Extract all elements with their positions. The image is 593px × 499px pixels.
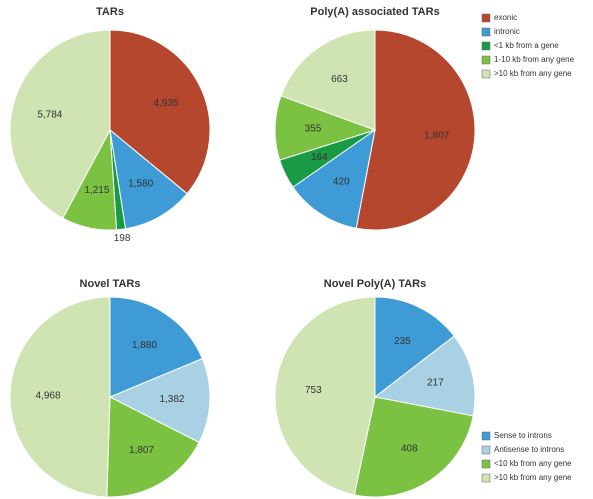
value-label: 1,807	[129, 445, 154, 456]
pie-slice	[274, 296, 376, 496]
value-label: 164	[311, 152, 328, 163]
chart-title: Poly(A) associated TARs	[310, 6, 439, 18]
legend-swatch	[481, 41, 491, 51]
value-label: 663	[331, 74, 348, 85]
legend-label: <10 kb from any gene	[494, 459, 572, 468]
chart-title: TARs	[96, 6, 124, 18]
value-label: 1,382	[159, 394, 184, 405]
legend-label: exonic	[494, 13, 517, 22]
value-label: 1,215	[84, 185, 109, 196]
value-label: 408	[401, 443, 418, 454]
value-label: 198	[114, 233, 131, 244]
pie-slice	[106, 396, 200, 498]
value-label: 1,807	[424, 130, 449, 141]
pie-slice	[280, 29, 376, 131]
legend-swatch	[481, 431, 491, 441]
chart-title: Novel TARs	[80, 278, 141, 290]
value-label: 4,968	[35, 391, 60, 402]
legend-swatch	[481, 69, 491, 79]
legend-label: intronic	[494, 27, 520, 36]
legend-label: >10 kb from any gene	[494, 473, 572, 482]
legend-swatch	[481, 13, 491, 23]
pie-slice	[355, 29, 476, 231]
pie-slice	[353, 396, 474, 498]
pie-slice	[374, 296, 455, 399]
value-label: 217	[427, 377, 444, 388]
legend-label: >10 kb from any gene	[494, 69, 572, 78]
legend-swatch	[481, 445, 491, 455]
value-label: 5,784	[37, 110, 62, 121]
pie-slice	[9, 296, 111, 498]
pie-slice	[292, 128, 376, 229]
pie-slice	[108, 357, 211, 444]
value-label: 753	[305, 385, 322, 396]
pie-slice	[373, 335, 476, 417]
value-label: 1,580	[128, 178, 153, 189]
pie-slice	[109, 128, 188, 230]
legend-swatch	[481, 459, 491, 469]
legend-label: Antisense to introns	[494, 445, 564, 454]
legend-label: <1 kb from a gene	[494, 41, 559, 50]
pie-slice	[109, 29, 211, 195]
legend-swatch	[481, 27, 491, 37]
value-label: 355	[305, 123, 322, 134]
pie-slice	[9, 29, 111, 219]
legend-label: Sense to introns	[494, 431, 552, 440]
value-label: 4,935	[154, 98, 179, 109]
chart-title: Novel Poly(A) TARs	[324, 278, 426, 290]
value-label: 235	[394, 336, 411, 347]
value-label: 420	[333, 177, 350, 188]
legend-swatch	[481, 473, 491, 483]
pie-slice	[109, 296, 203, 398]
legend-swatch	[481, 55, 491, 65]
value-label: 1,880	[132, 340, 157, 351]
legend-label: 1-10 kb from any gene	[494, 55, 575, 64]
